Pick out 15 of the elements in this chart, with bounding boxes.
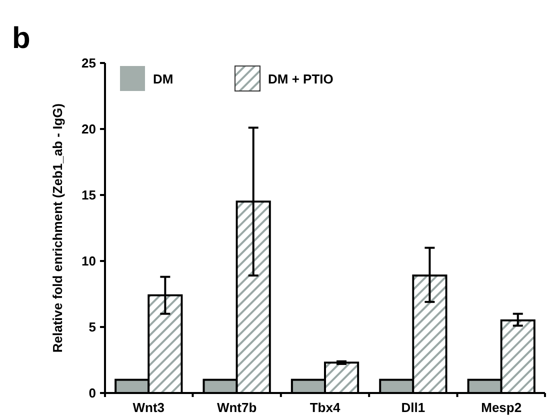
text: b xyxy=(12,22,30,55)
x-tick-label: Dll1 xyxy=(401,400,426,415)
x-tick-label: Mesp2 xyxy=(481,400,522,415)
legend-label: DM + PTIO xyxy=(268,72,334,87)
y-tick-label: 5 xyxy=(88,320,96,335)
y-tick-label: 0 xyxy=(88,386,96,401)
legend-label: DM xyxy=(153,72,174,87)
x-tick-label: Wnt3 xyxy=(132,400,165,415)
y-axis-title: Relative fold enrichment (Zeb1_ab - IgG) xyxy=(50,103,65,353)
y-tick-label: 10 xyxy=(82,254,96,269)
y-tick-label: 20 xyxy=(82,122,96,137)
y-tick-label: 15 xyxy=(82,188,96,203)
y-tick-label: 25 xyxy=(82,56,96,71)
x-tick-label: Wnt7b xyxy=(216,400,257,415)
x-tick-label: Tbx4 xyxy=(310,400,341,415)
